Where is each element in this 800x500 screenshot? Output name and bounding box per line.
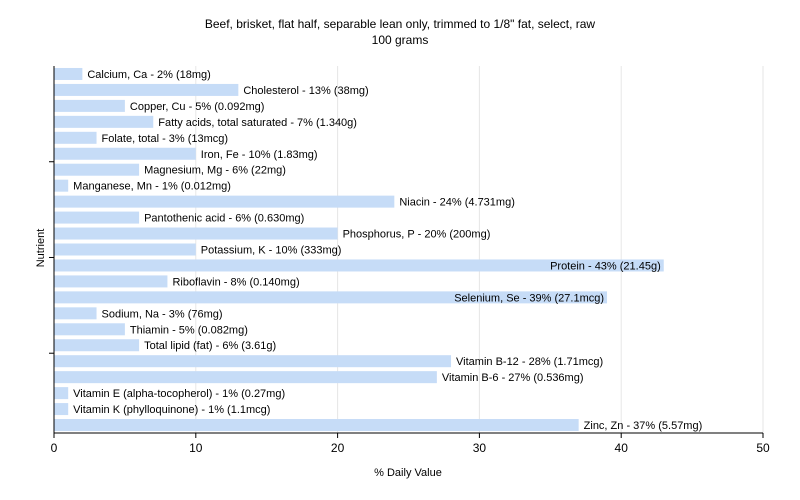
bar-label: Sodium, Na - 3% (76mg) [102,308,223,320]
bar [54,83,239,96]
bar [54,259,664,272]
bar-label: Niacin - 24% (4.731mg) [399,197,515,209]
x-tick-label: 10 [189,441,203,455]
bar [54,115,154,128]
bar [54,147,196,160]
bar-label: Folate, total - 3% (13mcg) [102,133,229,145]
bar [54,211,140,224]
bar-label: Manganese, Mn - 1% (0.012mg) [73,181,231,193]
bar [54,99,125,112]
bar [54,275,168,288]
bar-label: Selenium, Se - 39% (27.1mcg) [454,292,604,304]
bar [54,179,69,192]
x-tick-label: 20 [331,441,345,455]
bar-label: Thiamin - 5% (0.082mg) [130,324,248,336]
bar [54,387,69,400]
bar-label: Zinc, Zn - 37% (5.57mg) [584,420,703,432]
bar-label: Fatty acids, total saturated - 7% (1.340… [158,117,357,129]
bar [54,67,83,80]
bar-label: Magnesium, Mg - 6% (22mg) [144,165,286,177]
bar-label: Vitamin B-12 - 28% (1.71mcg) [456,356,603,368]
bar [54,339,140,352]
y-axis-title: Nutrient [35,229,47,268]
bar-label: Calcium, Ca - 2% (18mg) [87,69,210,81]
bar [54,243,196,256]
x-tick-label: 0 [51,441,58,455]
bar [54,195,395,208]
bar [54,403,69,416]
bar-label: Pantothenic acid - 6% (0.630mg) [144,213,304,225]
bar-label: Vitamin E (alpha-tocopherol) - 1% (0.27m… [73,388,285,400]
bar-label: Vitamin K (phylloquinone) - 1% (1.1mcg) [73,404,270,416]
x-tick-label: 30 [473,441,487,455]
x-tick-label: 40 [615,441,629,455]
bar-label: Vitamin B-6 - 27% (0.536mg) [442,372,584,384]
chart-title: Beef, brisket, flat half, separable lean… [204,17,596,31]
bar [54,163,140,176]
bars: Calcium, Ca - 2% (18mg) Cholesterol - 13%… [54,67,703,432]
bar-label: Iron, Fe - 10% (1.83mg) [201,149,318,161]
bar-label: Copper, Cu - 5% (0.092mg) [130,101,265,113]
x-axis-title: % Daily Value [374,467,442,479]
bar [54,131,97,144]
bar [54,307,97,320]
bar-label: Riboflavin - 8% (0.140mg) [172,276,299,288]
bar [54,291,608,304]
bar-label: Protein - 43% (21.45g) [550,260,661,272]
bar-label: Total lipid (fat) - 6% (3.61g) [144,340,276,352]
chart-title-block: Beef, brisket, flat half, separable lean… [0,16,800,48]
bar [54,323,125,336]
bar-label: Potassium, K - 10% (333mg) [201,245,342,257]
bar-label: Cholesterol - 13% (38mg) [243,85,368,97]
bar [54,419,579,432]
axes: 0 10 20 30 40 50 [49,66,770,455]
chart-subtitle: 100 grams [371,33,429,47]
bar [54,355,452,368]
bar [54,371,437,384]
x-tick-label: 50 [756,441,770,455]
bar [54,227,338,240]
bar-label: Phosphorus, P - 20% (200mg) [343,229,491,241]
